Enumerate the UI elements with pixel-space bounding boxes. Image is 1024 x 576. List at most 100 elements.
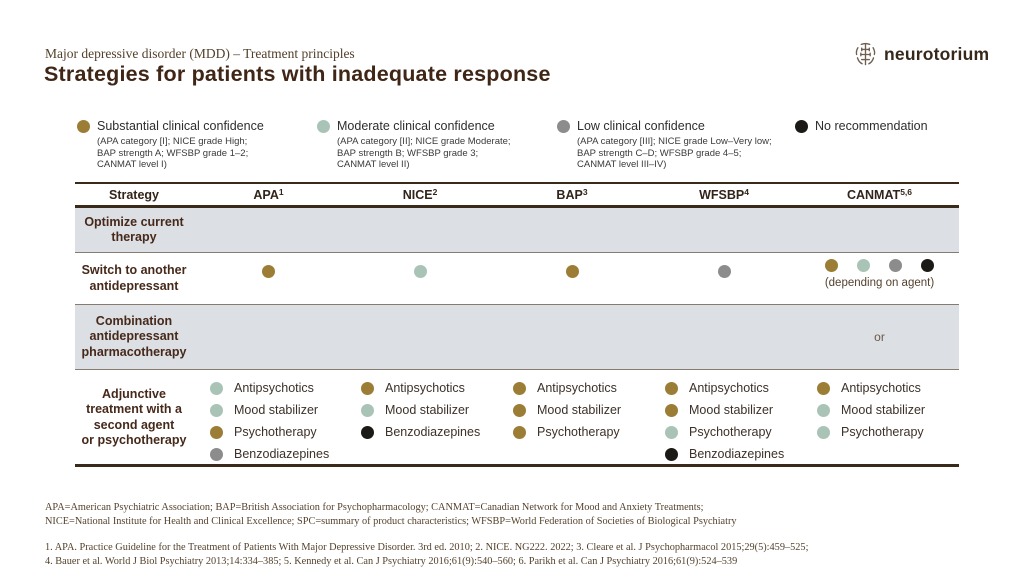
adjunctive-item: Mood stabilizer [361,399,496,421]
adjunctive-item-label: Benzodiazepines [234,447,330,461]
legend-item-label: Low clinical confidence [577,119,705,133]
row-switch-antidepressant: Switch to another antidepressant (depend… [75,253,959,305]
adjunctive-item: Mood stabilizer [817,399,959,421]
adjunctive-item-label: Psychotherapy [234,425,317,439]
moderate-dot [210,403,223,417]
legend-item-no-recommendation: No recommendation [795,119,928,134]
low-dot [210,447,223,461]
col-header-apa: APA 1 [253,186,284,202]
substantial-dot [817,381,830,395]
adjunctive-item-label: Mood stabilizer [385,403,470,417]
brain-icon [852,41,879,68]
table-header-row: Strategy APA 1 NICE 2 BAP 3 WFSBP 4 CANMAT 5,… [75,184,959,208]
legend-item-label: Moderate clinical confidence [337,119,495,133]
wfsbp-recommendation-dot [717,265,731,278]
moderate-confidence-dot [317,120,330,133]
adjunctive-item-label: Psychotherapy [841,425,924,439]
legend-item-substantial: Substantial clinical confidence (APA cat… [77,119,264,171]
row-adjunctive-treatment: Adjunctive treatment with a second agent… [75,370,959,467]
col-header-strategy: Strategy [108,187,160,202]
strategy-label: Adjunctive treatment with a second agent… [81,386,187,448]
moderate-dot [665,425,678,439]
strategy-label: Optimize current therapy [84,214,184,245]
substantial-dot [665,403,678,417]
adjunctive-item: Mood stabilizer [513,399,648,421]
adjunctive-item: Antipsychotics [817,377,959,399]
none-dot [665,447,678,461]
page-title: Strategies for patients with inadequate … [44,62,551,86]
adjunctive-item: Benzodiazepines [210,443,344,465]
adjunctive-item-label: Mood stabilizer [537,403,622,417]
adjunctive-item: Psychotherapy [665,421,800,443]
references-line-2: 4. Bauer et al. World J Biol Psychiatry … [45,556,738,567]
moderate-dot [817,425,830,439]
legend-item-detail: (APA category [III]; NICE grade Low–Very… [577,136,772,170]
legend-item-label: Substantial clinical confidence [97,119,264,133]
adjunctive-item: Antipsychotics [361,377,496,399]
strategy-table: Strategy APA 1 NICE 2 BAP 3 WFSBP 4 CANMAT 5,… [75,182,959,467]
references-line-1: 1. APA. Practice Guideline for the Treat… [45,542,809,553]
adjunctive-item-label: Benzodiazepines [385,425,481,439]
slide-eyebrow: Major depressive disorder (MDD) – Treatm… [45,46,355,61]
col-header-bap: BAP 3 [556,186,588,202]
col-header-wfsbp: WFSBP 4 [699,186,749,202]
legend-item-low: Low clinical confidence (APA category [I… [557,119,772,171]
adjunctive-item: Psychotherapy [210,421,344,443]
abbreviations-line-1: APA=American Psychiatric Association; BA… [45,502,704,513]
adjunctive-item-label: Benzodiazepines [689,447,785,461]
canmat-dot-group [825,259,934,272]
adjunctive-item-label: Antipsychotics [841,381,921,395]
col-header-nice: NICE 2 [402,186,438,202]
adjunctive-item: Benzodiazepines [665,443,800,465]
adjunctive-item: Antipsychotics [513,377,648,399]
substantial-dot [825,259,838,272]
adjunctive-item: Psychotherapy [817,421,959,443]
adjunctive-item-label: Mood stabilizer [689,403,774,417]
legend-item-label: No recommendation [815,119,928,133]
adjunctive-wfsbp-items: Antipsychotics Mood stabilizer Psychothera… [648,370,800,465]
adjunctive-item: Mood stabilizer [665,399,800,421]
adjunctive-item-label: Mood stabilizer [841,403,926,417]
substantial-dot [210,425,223,439]
brand-wordmark: neurotorium [884,44,990,64]
adjunctive-item-label: Mood stabilizer [234,403,319,417]
canmat-recommendation-cell: (depending on agent) [800,253,959,304]
adjunctive-item-label: Antipsychotics [537,381,617,395]
adjunctive-item: Antipsychotics [665,377,800,399]
adjunctive-bap-items: Antipsychotics Mood stabilizer Psychothera… [496,370,648,465]
row-optimize-current-therapy: Optimize current therapy [75,208,959,253]
nice-recommendation-dot [413,265,427,278]
low-dot [889,259,902,272]
canmat-depending-note: (depending on agent) [824,277,935,289]
low-confidence-dot [557,120,570,133]
adjunctive-item: Mood stabilizer [210,399,344,421]
moderate-dot [361,403,374,417]
adjunctive-item-label: Psychotherapy [689,425,772,439]
adjunctive-nice-items: Antipsychotics Mood stabilizer Benzodiazep… [344,370,496,465]
adjunctive-item: Psychotherapy [513,421,648,443]
substantial-dot [361,381,374,395]
substantial-confidence-dot [77,120,90,133]
legend-item-detail: (APA category [II]; NICE grade Moderate;… [337,136,511,170]
confidence-legend: Substantial clinical confidence (APA cat… [0,119,1024,177]
moderate-dot [817,403,830,417]
strategy-label: Switch to another antidepressant [81,263,187,293]
bap-recommendation-dot [565,265,579,278]
apa-recommendation-dot [262,265,275,278]
adjunctive-item-label: Psychotherapy [537,425,620,439]
substantial-dot [513,403,526,417]
adjunctive-item: Benzodiazepines [361,421,496,443]
substantial-dot [513,425,526,439]
adjunctive-item-label: Antipsychotics [689,381,769,395]
legend-item-moderate: Moderate clinical confidence (APA catego… [317,119,511,171]
none-dot [361,425,374,439]
moderate-dot [210,381,223,395]
adjunctive-item: Antipsychotics [210,377,344,399]
strategy-label: Combination antidepressant pharmacothera… [81,313,187,359]
abbreviations-line-2: NICE=National Institute for Health and C… [45,516,737,527]
adjunctive-item-label: Antipsychotics [385,381,465,395]
legend-item-detail: (APA category [I]; NICE grade High; BAP … [97,136,249,170]
no-recommendation-dot [795,120,808,133]
brand-logo: neurotorium [852,41,989,68]
